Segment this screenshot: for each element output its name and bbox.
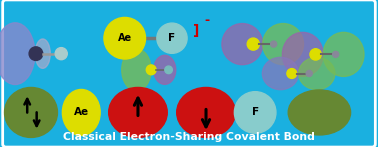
Circle shape	[55, 48, 67, 60]
Circle shape	[310, 49, 321, 60]
Text: Ae: Ae	[118, 33, 132, 43]
Text: ]: ]	[193, 24, 199, 38]
Circle shape	[104, 17, 146, 59]
Ellipse shape	[177, 87, 235, 137]
Circle shape	[247, 38, 259, 50]
Ellipse shape	[222, 24, 263, 65]
Ellipse shape	[282, 32, 323, 76]
FancyBboxPatch shape	[3, 0, 375, 147]
Circle shape	[333, 51, 339, 57]
Circle shape	[234, 92, 276, 133]
Text: F: F	[252, 107, 259, 117]
Text: F: F	[169, 33, 175, 43]
Text: Classical Electron-Sharing Covalent Bond: Classical Electron-Sharing Covalent Bond	[63, 132, 315, 142]
Ellipse shape	[109, 87, 167, 137]
Circle shape	[146, 65, 156, 75]
Text: -: -	[204, 14, 209, 27]
Ellipse shape	[35, 39, 50, 68]
Ellipse shape	[5, 87, 57, 137]
Ellipse shape	[122, 49, 151, 91]
Circle shape	[165, 66, 172, 74]
Text: Ae: Ae	[74, 107, 89, 117]
Ellipse shape	[323, 32, 364, 76]
Ellipse shape	[0, 23, 35, 85]
Circle shape	[271, 41, 277, 47]
Ellipse shape	[263, 24, 304, 65]
Ellipse shape	[262, 57, 299, 90]
Circle shape	[306, 70, 312, 77]
Circle shape	[29, 47, 43, 60]
Ellipse shape	[299, 57, 335, 90]
Ellipse shape	[288, 90, 351, 135]
Circle shape	[157, 23, 187, 53]
Ellipse shape	[62, 90, 100, 135]
Circle shape	[287, 69, 297, 78]
Ellipse shape	[154, 55, 176, 84]
